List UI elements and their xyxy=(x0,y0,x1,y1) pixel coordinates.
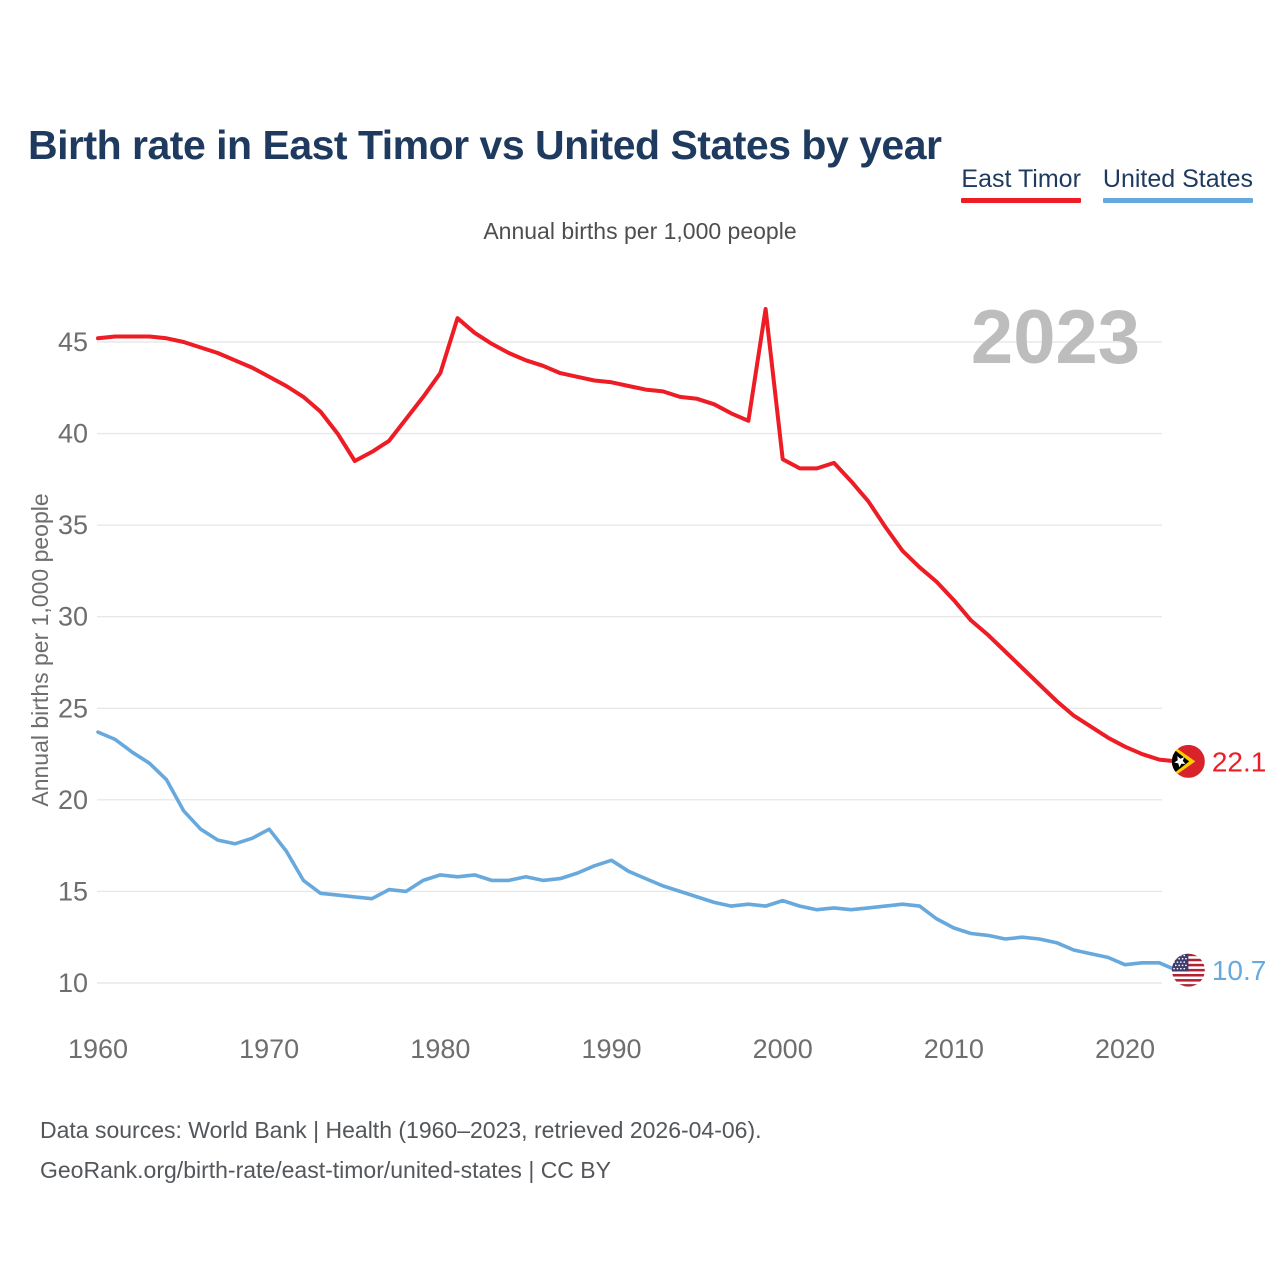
timor-flag-star xyxy=(1174,756,1186,768)
page-title: Birth rate in East Timor vs United State… xyxy=(28,122,942,169)
end-value-label-east-timor: 22.1 xyxy=(1212,746,1267,777)
y-axis-title: Annual births per 1,000 people xyxy=(27,493,53,806)
legend-label-united-states: United States xyxy=(1102,165,1253,193)
watermark-year: 2023 xyxy=(971,295,1140,380)
footer-attribution: GeoRank.org/birth-rate/east-timor/united… xyxy=(40,1157,611,1183)
legend: East Timor United States xyxy=(961,165,1253,203)
us-flag-star-dot xyxy=(1180,954,1182,957)
us-flag-star-dot xyxy=(1181,964,1184,967)
us-flag-stripe xyxy=(1171,973,1205,977)
legend-item-united-states[interactable]: United States xyxy=(1102,165,1253,203)
x-tick-label: 2000 xyxy=(753,1034,813,1064)
us-flag-star-dot xyxy=(1173,967,1175,970)
us-flag-star-dot xyxy=(1183,961,1186,963)
flag-marker-east-timor[interactable] xyxy=(1171,744,1205,778)
us-flag-star-dot xyxy=(1183,954,1186,957)
legend-underline-east-timor xyxy=(961,198,1081,203)
y-tick-label: 15 xyxy=(58,876,88,906)
legend-label-east-timor: East Timor xyxy=(961,165,1081,193)
us-flag-star-dot xyxy=(1176,954,1179,957)
us-flag-star-dot xyxy=(1185,957,1187,960)
us-flag-star-dot xyxy=(1185,964,1187,967)
us-flag-stripe xyxy=(1171,984,1205,987)
y-tick-label: 20 xyxy=(58,785,88,815)
x-tick-label: 1990 xyxy=(581,1034,641,1064)
y-tick-label: 10 xyxy=(58,968,88,998)
chart-subtitle: Annual births per 1,000 people xyxy=(483,218,797,244)
us-flag-star-dot xyxy=(1174,964,1177,967)
x-tick-label: 1970 xyxy=(239,1034,299,1064)
footer-sources: Data sources: World Bank | Health (1960–… xyxy=(40,1117,762,1143)
y-tick-label: 30 xyxy=(58,602,88,632)
y-tick-label: 40 xyxy=(58,419,88,449)
us-flag-star-dot xyxy=(1178,957,1181,960)
footer: Data sources: World Bank | Health (1960–… xyxy=(40,1110,762,1190)
series-line-east-timor[interactable] xyxy=(96,307,1179,764)
us-flag-star-dot xyxy=(1176,967,1179,970)
flag-marker-united-states[interactable] xyxy=(1171,953,1205,987)
us-flag-star-dot xyxy=(1180,961,1182,963)
series-line-united-states[interactable] xyxy=(96,730,1179,973)
us-flag-star-dot xyxy=(1178,964,1181,967)
y-tick-label: 25 xyxy=(58,693,88,723)
x-tick-label: 1980 xyxy=(410,1034,470,1064)
y-tick-label: 35 xyxy=(58,510,88,540)
us-flag-star-dot xyxy=(1176,961,1179,963)
legend-underline-united-states xyxy=(1102,198,1253,203)
us-flag-stripe xyxy=(1171,979,1205,982)
us-flag-star-dot xyxy=(1180,967,1182,970)
us-flag-star-dot xyxy=(1173,954,1175,957)
us-flag-star-dot xyxy=(1174,957,1177,960)
legend-item-east-timor[interactable]: East Timor xyxy=(961,165,1081,203)
x-tick-label: 2020 xyxy=(1095,1034,1155,1064)
x-tick-label: 2010 xyxy=(924,1034,984,1064)
y-tick-label: 45 xyxy=(58,327,88,357)
us-flag-star-dot xyxy=(1173,961,1175,963)
x-tick-label: 1960 xyxy=(68,1034,128,1064)
us-flag-star-dot xyxy=(1183,967,1186,970)
us-flag-star-dot xyxy=(1181,957,1184,960)
end-value-label-united-states: 10.7 xyxy=(1212,955,1267,986)
